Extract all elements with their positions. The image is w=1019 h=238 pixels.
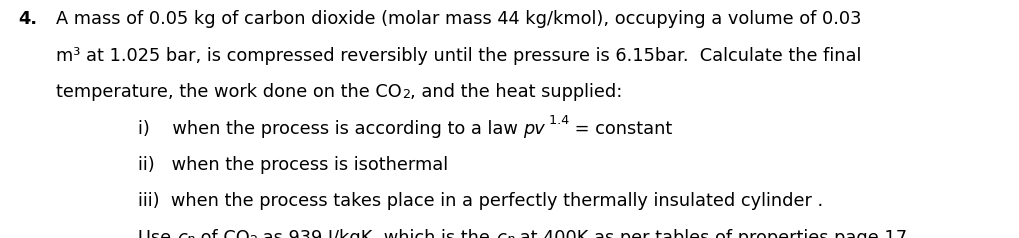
Text: of CO: of CO bbox=[195, 229, 250, 238]
Text: 1.4: 1.4 bbox=[545, 114, 570, 127]
Text: p: p bbox=[186, 233, 195, 238]
Text: = constant: = constant bbox=[570, 119, 673, 138]
Text: as 939 J/kgK, which is the: as 939 J/kgK, which is the bbox=[258, 229, 496, 238]
Text: p: p bbox=[505, 233, 514, 238]
Text: pv: pv bbox=[524, 119, 545, 138]
Text: 2: 2 bbox=[250, 233, 258, 238]
Text: at 400K as per tables of properties page 17.: at 400K as per tables of properties page… bbox=[514, 229, 912, 238]
Text: 4.: 4. bbox=[18, 10, 37, 28]
Text: c: c bbox=[176, 229, 186, 238]
Text: A mass of 0.05 kg of carbon dioxide (molar mass 44 kg/kmol), occupying a volume : A mass of 0.05 kg of carbon dioxide (mol… bbox=[56, 10, 861, 28]
Text: 2: 2 bbox=[401, 88, 410, 100]
Text: iii)  when the process takes place in a perfectly thermally insulated cylinder .: iii) when the process takes place in a p… bbox=[138, 193, 823, 210]
Text: c: c bbox=[496, 229, 505, 238]
Text: ii)   when the process is isothermal: ii) when the process is isothermal bbox=[138, 156, 448, 174]
Text: Use: Use bbox=[138, 229, 176, 238]
Text: , and the heat supplied:: , and the heat supplied: bbox=[410, 83, 623, 101]
Text: m³ at 1.025 bar, is compressed reversibly until the pressure is 6.15bar.  Calcul: m³ at 1.025 bar, is compressed reversibl… bbox=[56, 46, 861, 64]
Text: temperature, the work done on the CO: temperature, the work done on the CO bbox=[56, 83, 401, 101]
Text: i)    when the process is according to a law: i) when the process is according to a la… bbox=[138, 119, 524, 138]
